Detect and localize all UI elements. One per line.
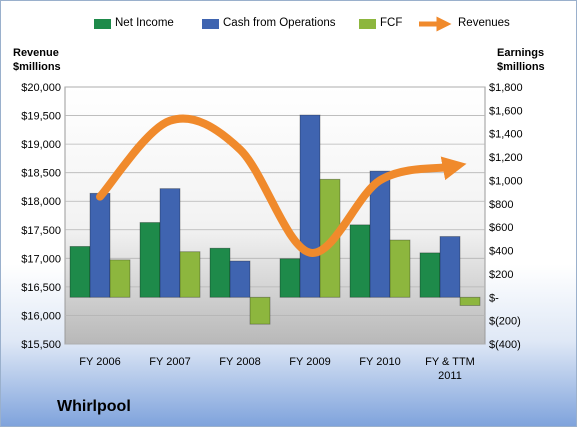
right-tick-label: $1,800 [489, 82, 523, 94]
category-label: FY 2010 [359, 356, 400, 368]
line-marks [96, 114, 467, 257]
right-tick-label: $- [489, 292, 499, 304]
left-axis-ticks: $20,000 $19,500 $19,000 $18,500 $18,000 $17,5… [21, 82, 61, 351]
right-tick-label: $(200) [489, 316, 521, 328]
bar-cash-from-operations [369, 170, 391, 298]
category-label: FY 2007 [149, 356, 190, 368]
right-tick-label: $1,000 [489, 175, 523, 187]
revenues-line [96, 114, 467, 257]
company-name: Whirlpool [57, 398, 131, 415]
bar-cash-from-operations [89, 192, 111, 298]
right-tick-label: $600 [489, 222, 513, 234]
bar-fcf [459, 296, 481, 306]
legend-swatch-net-income [94, 19, 111, 29]
bar-net-income [209, 247, 231, 298]
left-tick-label: $16,500 [21, 282, 61, 294]
left-tick-label: $18,000 [21, 196, 61, 208]
bar-net-income [419, 252, 441, 298]
bar-cash-from-operations [299, 114, 321, 298]
bar-net-income [139, 222, 161, 298]
legend-label-cash-from-operations: Cash from Operations [223, 17, 336, 29]
bar-fcf [109, 259, 131, 298]
legend-swatch-fcf [359, 19, 376, 29]
left-tick-label: $16,000 [21, 310, 61, 322]
left-tick-label: $18,500 [21, 168, 61, 180]
left-tick-label: $15,500 [21, 339, 61, 351]
bar-net-income [69, 246, 91, 298]
category-labels: FY 2006 FY 2007 FY 2008 FY 2009 FY 2010 FY & … [79, 356, 475, 382]
bar-net-income [279, 258, 301, 298]
legend-swatches [94, 16, 452, 32]
right-tick-label: $1,400 [489, 129, 523, 141]
bar-fcf [249, 296, 271, 325]
bar-marks [69, 114, 481, 325]
legend-swatch-cash-from-operations [202, 19, 219, 29]
category-label: FY 2006 [79, 356, 120, 368]
left-axis-title: Revenue $millions [13, 47, 61, 73]
gridlines [65, 86, 485, 345]
left-tick-label: $17,500 [21, 225, 61, 237]
right-tick-label: $400 [489, 246, 513, 258]
bar-fcf [179, 251, 201, 298]
right-tick-label: $(400) [489, 339, 521, 351]
left-tick-label: $20,000 [21, 82, 61, 94]
legend-label-fcf: FCF [380, 17, 403, 29]
category-label: FY 2009 [289, 356, 330, 368]
right-axis-ticks: $1,800 $1,600 $1,400 $1,200 $1,000 $800 $600 $4… [489, 82, 523, 351]
left-tick-label: $19,000 [21, 139, 61, 151]
right-tick-label: $200 [489, 269, 513, 281]
bar-cash-from-operations [439, 236, 461, 298]
right-tick-label: $1,200 [489, 152, 523, 164]
left-tick-label: $17,000 [21, 253, 61, 265]
right-tick-label: $1,600 [489, 105, 523, 117]
bar-cash-from-operations [229, 260, 251, 298]
bar-fcf [389, 239, 411, 298]
bar-net-income [349, 224, 371, 298]
category-label: FY 2008 [219, 356, 260, 368]
legend-label-net-income: Net Income [115, 17, 174, 29]
left-tick-label: $19,500 [21, 111, 61, 123]
legend-label-revenues: Revenues [458, 17, 510, 29]
right-axis-title: Earnings $millions [497, 47, 545, 73]
bar-cash-from-operations [159, 188, 181, 298]
category-label: FY & TTM 2011 [425, 356, 475, 382]
right-tick-label: $800 [489, 199, 513, 211]
